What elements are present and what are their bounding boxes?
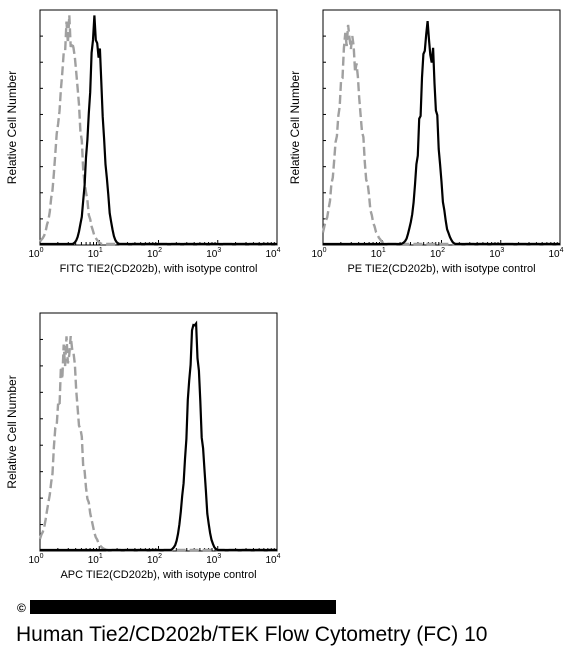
plot-frame: [39, 9, 278, 246]
copyright-symbol: ©: [17, 601, 26, 615]
isotype-control-curve: [38, 335, 277, 552]
tie2-stained-curve: [40, 15, 277, 246]
plot-frame: [322, 9, 561, 246]
histogram-panel-2: 100 101 102 103 104 PE TIE2(CD202b), with iso…: [288, 9, 564, 275]
x-tick-label: 104: [548, 247, 563, 260]
x-tick-label: 101: [371, 247, 386, 260]
x-tick-label: 102: [147, 247, 162, 260]
x-tick-label: 100: [28, 553, 43, 566]
x-axis-label: APC TIE2(CD202b), with isotype control: [60, 569, 256, 581]
isotype-control-curve: [321, 24, 560, 246]
x-tick-label: 103: [206, 553, 221, 566]
x-tick-label: 102: [430, 247, 445, 260]
tie2-stained-curve: [323, 20, 560, 246]
x-axis-label: FITC TIE2(CD202b), with isotype control: [60, 263, 258, 275]
isotype-control-curve: [39, 15, 277, 246]
figure-caption: Human Tie2/CD202b/TEK Flow Cytometry (FC…: [16, 623, 488, 646]
y-axis-label: Relative Cell Number: [288, 71, 302, 184]
histogram-panel-3: 100 101 102 103 104 APC TIE2(CD202b), with is…: [5, 312, 281, 581]
x-tick-label: 103: [489, 247, 504, 260]
y-axis-label: Relative Cell Number: [5, 375, 19, 488]
x-tick-label: 103: [206, 247, 221, 260]
x-tick-label: 102: [147, 553, 162, 566]
y-axis-label: Relative Cell Number: [5, 71, 19, 184]
x-tick-label: 104: [265, 553, 280, 566]
tie2-stained-curve: [40, 320, 277, 552]
copyright-watermark: ©: [17, 600, 336, 615]
x-axis-label: PE TIE2(CD202b), with isotype control: [347, 263, 535, 275]
plot-frame: [39, 312, 278, 552]
x-tick-label: 101: [88, 247, 103, 260]
redaction-bar: [30, 600, 336, 614]
x-tick-label: 100: [311, 247, 326, 260]
histogram-panel-1: 100 101 102 103 104 FITC TIE2(CD202b), with i…: [5, 9, 281, 275]
x-tick-label: 101: [88, 553, 103, 566]
x-tick-label: 100: [28, 247, 43, 260]
x-tick-label: 104: [265, 247, 280, 260]
